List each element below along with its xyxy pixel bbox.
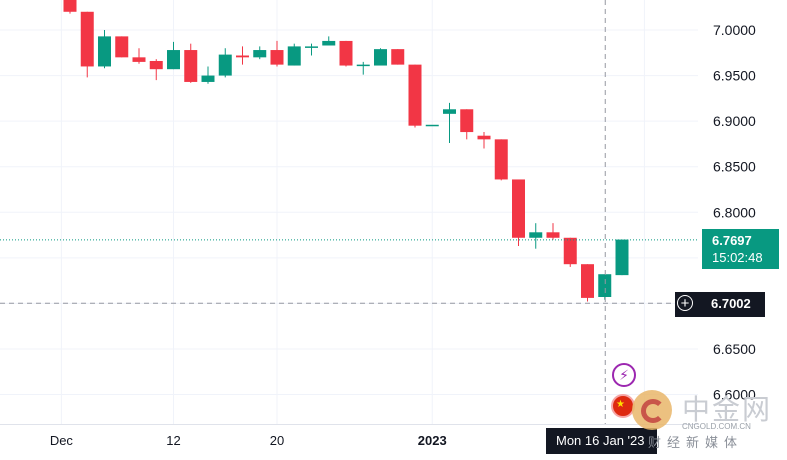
candle-body [218,54,232,76]
candle [98,30,111,69]
candle [477,132,491,149]
bar-countdown: 15:02:48 [712,250,763,265]
add-alert-plus-icon[interactable]: + [677,295,693,311]
x-tick-label: 2023 [418,433,447,448]
lightning-event-icon[interactable]: ⚡ [612,363,636,387]
crosshair-time-value: Mon 16 Jan '23 [556,433,645,448]
candle-body [184,50,198,82]
candle-body [443,109,456,114]
candle [270,40,284,67]
china-flag-icon[interactable]: ★ [611,394,635,418]
candle [253,46,267,60]
candle-body [236,55,249,58]
candle-body [115,36,129,58]
candle-body [253,50,267,58]
candle-body [201,75,215,82]
candle [236,46,249,65]
candle [374,48,387,66]
x-tick-label: 12 [166,433,180,448]
crosshair-time-label: Mon 16 Jan '23 [546,428,657,454]
candle [408,64,422,128]
x-tick-label: 20 [270,433,284,448]
candle-body [546,232,560,238]
candle-body [598,274,612,297]
candle [287,43,301,66]
candle [581,264,594,302]
candle [615,239,629,276]
candle [218,48,232,78]
candle-body [305,46,318,48]
candle [563,237,577,267]
candle-body [63,0,77,12]
candle-body [529,232,543,238]
candle [460,109,474,140]
candles[interactable] [63,0,629,302]
candle-body [98,36,111,67]
watermark-logo-icon [632,390,672,430]
crosshair-price-value: 6.7002 [711,296,751,311]
candle [546,223,560,240]
y-tick-label: 6.9000 [713,113,756,129]
candle [167,41,180,70]
candle [149,59,163,81]
candle-body [563,237,577,265]
candle [356,61,370,75]
candle-body [615,239,629,276]
candle [201,66,215,84]
candle-body [425,124,439,127]
y-tick-label: 6.8000 [713,204,756,220]
candle-body [408,64,422,126]
y-tick-label: 6.6500 [713,341,756,357]
candle [529,223,543,249]
candle-body [322,40,336,46]
watermark-tagline: 财经新媒体 [648,436,744,451]
last-price-label: 6.7697 15:02:48 [702,229,779,269]
candle-body [149,60,163,70]
candle-body [581,264,594,298]
watermark-site: CNGOLD.COM.CN [682,422,751,431]
candle [391,49,405,65]
candle [425,124,439,127]
watermark-name: 中金网 [682,393,773,426]
candle-body [477,135,491,140]
candle [115,36,129,58]
x-axis[interactable]: Dec1220202323 [50,433,652,448]
candle-body [374,49,387,66]
candle [598,274,612,300]
candle-body [494,139,508,180]
candle-body [339,40,353,66]
y-tick-label: 7.0000 [713,22,756,38]
candle [494,139,508,181]
candle-body [80,11,94,67]
candle-body [356,64,370,67]
y-tick-label: 6.9500 [713,68,756,84]
x-tick-label: Dec [50,433,74,448]
candle-body [512,179,525,238]
candle [443,102,456,143]
candle-body [391,49,405,65]
last-price-value: 6.7697 [712,233,752,248]
candle [339,40,353,67]
y-tick-label: 6.6000 [713,387,756,403]
crosshair-guides [0,0,698,424]
candle [322,36,336,46]
candle [184,43,198,83]
candle-body [460,109,474,133]
candle-body [167,50,180,70]
candle [305,43,318,56]
candle-body [132,57,146,62]
y-axis[interactable]: 7.0000 6.9500 6.9000 6.8500 6.8000 6.6500 6.60… [713,22,756,403]
candle [80,11,94,78]
candle [132,48,146,64]
watermark: 中金网 CNGOLD.COM.CN 财经新媒体 [632,385,782,455]
y-tick-label: 6.8500 [713,159,756,175]
candle-body [287,46,301,66]
grid-lines [0,0,698,425]
candle [512,179,525,246]
candle-body [270,50,284,65]
candle [63,0,77,14]
